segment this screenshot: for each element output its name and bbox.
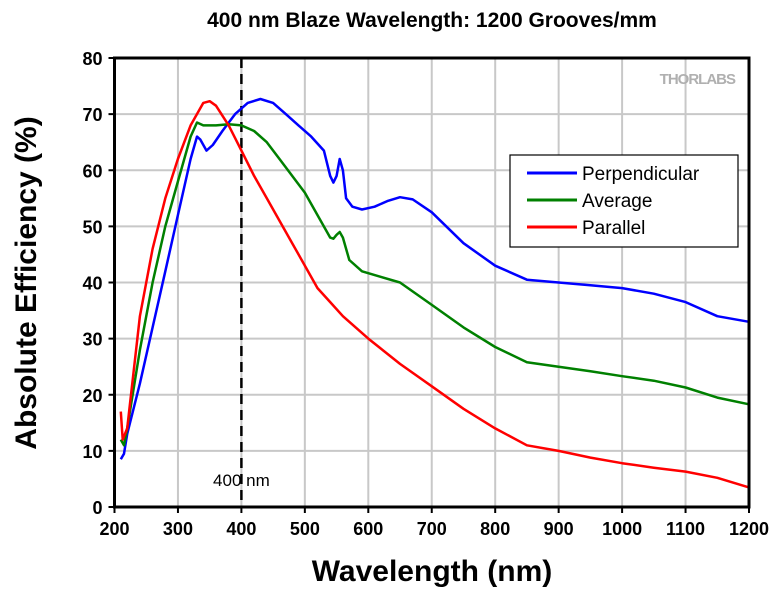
- chart-title: 400 nm Blaze Wavelength: 1200 Grooves/mm: [207, 9, 657, 32]
- y-tick-label: 40: [82, 274, 102, 294]
- watermark-logo: THORLABS: [660, 71, 736, 88]
- legend: Perpendicular Average Parallel: [509, 154, 739, 248]
- y-tick-label: 0: [92, 498, 102, 518]
- x-tick-label: 900: [544, 519, 574, 539]
- x-tick-label: 500: [290, 519, 320, 539]
- series-line-perpendicular: [119, 97, 750, 460]
- series-group: [119, 97, 750, 489]
- legend-label-average: Average: [582, 191, 652, 212]
- x-tick-label: 700: [417, 519, 447, 539]
- annotation-label: 400 nm: [213, 471, 270, 490]
- legend-label-parallel: Parallel: [582, 218, 645, 239]
- y-tick-label: 50: [82, 217, 102, 237]
- series-line-average: [119, 121, 750, 447]
- x-tick-label: 1100: [666, 519, 705, 539]
- x-tick-label: 600: [353, 519, 383, 539]
- ticks: 200 300 400 500 600 700 800 900 1000 1100 1200 0 10 2…: [82, 49, 769, 539]
- annotation-400nm: 400 nm: [213, 58, 270, 507]
- x-tick-label: 400: [226, 519, 256, 539]
- x-tick-label: 200: [99, 519, 129, 539]
- x-tick-label: 1200: [729, 519, 769, 539]
- series-line-parallel: [119, 99, 750, 489]
- y-tick-label: 80: [82, 49, 102, 69]
- x-tick-label: 800: [480, 519, 510, 539]
- y-tick-label: 10: [82, 442, 102, 462]
- legend-label-perpendicular: Perpendicular: [582, 164, 700, 185]
- x-tick-label: 1000: [602, 519, 642, 539]
- y-tick-label: 70: [82, 105, 102, 125]
- x-tick-label: 300: [163, 519, 193, 539]
- x-axis-label: Wavelength (nm): [312, 555, 553, 588]
- y-tick-label: 20: [82, 386, 102, 406]
- y-tick-label: 60: [82, 161, 102, 181]
- y-axis-label: Absolute Efficiency (%): [10, 116, 43, 449]
- y-tick-label: 30: [82, 330, 102, 350]
